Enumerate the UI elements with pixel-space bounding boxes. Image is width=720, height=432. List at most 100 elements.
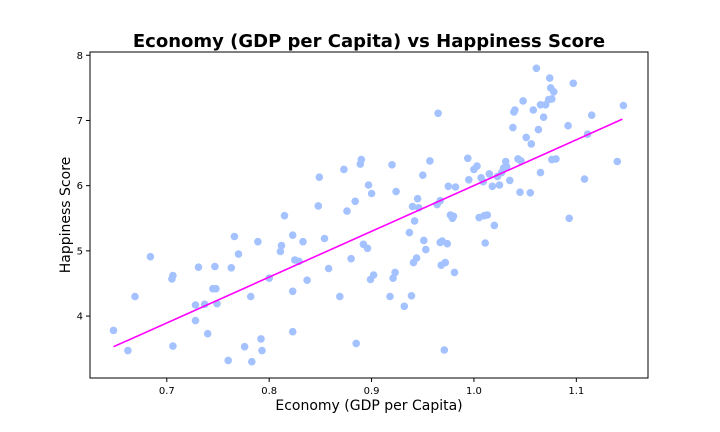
data-point [441,258,450,267]
data-point [580,175,589,183]
data-point [257,335,265,343]
data-point [509,123,517,132]
data-point [303,276,311,285]
data-point [545,74,554,82]
data-point [351,197,360,206]
data-point [363,244,372,253]
data-point [413,194,422,203]
chart-title: Economy (GDP per Capita) vs Happiness Sc… [133,31,605,52]
data-point [422,245,430,254]
data-point [386,292,394,301]
data-point [280,211,289,220]
data-point [246,292,255,301]
x-axis: 0.7 0.8 0.9 1.0 1.1 [159,378,584,397]
data-point [426,157,434,165]
data-point [248,357,256,366]
data-point [440,346,449,354]
data-point [552,155,560,163]
data-point [407,292,416,300]
data-point [527,140,536,148]
data-point [240,342,249,351]
x-tick-label: 1.1 [568,386,584,397]
data-point [343,207,351,215]
data-point [519,97,527,105]
data-point [534,125,543,134]
data-point [191,316,200,325]
data-point [146,252,155,261]
y-tick-label: 4 [77,312,83,323]
data-point [194,263,203,272]
data-point [408,202,417,211]
data-point [516,188,524,196]
data-point [191,301,200,309]
data-point [288,231,297,239]
x-tick-label: 0.7 [159,386,175,397]
data-point [569,79,578,88]
data-point [400,302,409,311]
data-point [434,109,442,118]
y-tick-label: 6 [77,181,83,192]
data-point [277,241,286,250]
data-point [443,239,452,248]
data-point [109,326,118,335]
data-point [483,211,492,219]
data-point [131,292,139,301]
y-axis: 4 5 6 7 8 [77,51,90,323]
data-point [169,271,177,280]
data-point [564,121,572,130]
data-point [276,247,285,256]
data-point [340,165,348,174]
data-point [419,171,427,179]
data-point [619,101,628,110]
data-point [320,234,329,243]
data-point [314,202,323,210]
x-tick-label: 0.8 [261,386,277,397]
data-point [288,327,297,336]
data-point [539,113,548,121]
data-point [550,88,558,96]
data-point [203,329,212,338]
data-point [364,181,373,189]
y-axis-label: Happiness Score [58,157,74,274]
data-point [410,217,419,225]
trend-line [113,118,623,348]
data-point [224,356,232,365]
y-tick-label: 7 [77,116,83,127]
data-point [565,214,573,223]
data-point [444,182,453,191]
data-point [473,162,481,170]
data-point [587,111,596,119]
data-point [288,287,297,296]
data-point [230,232,239,241]
data-point [324,264,333,273]
data-point [124,346,132,355]
y-tick-label: 5 [77,246,83,257]
data-point [502,163,511,171]
data-point [412,254,421,262]
data-point [613,157,622,166]
data-point [465,176,473,184]
data-point [464,154,472,163]
data-point [405,228,414,237]
data-point [347,254,355,263]
data-point [212,284,220,293]
plot-frame [89,51,649,379]
data-point [522,133,530,142]
data-point [481,239,490,247]
data-point [449,212,458,221]
data-point [488,182,497,191]
data-point [369,271,378,279]
data-point [169,342,177,350]
data-point [336,292,344,301]
data-point [495,181,504,189]
data-point [529,106,538,114]
data-point [234,250,243,258]
plot-area [109,64,628,366]
data-point [258,346,266,355]
data-point [391,268,399,277]
data-point [227,264,236,272]
data-point [511,106,519,114]
data-point [548,95,556,103]
data-point [352,339,361,348]
data-point [392,187,400,196]
